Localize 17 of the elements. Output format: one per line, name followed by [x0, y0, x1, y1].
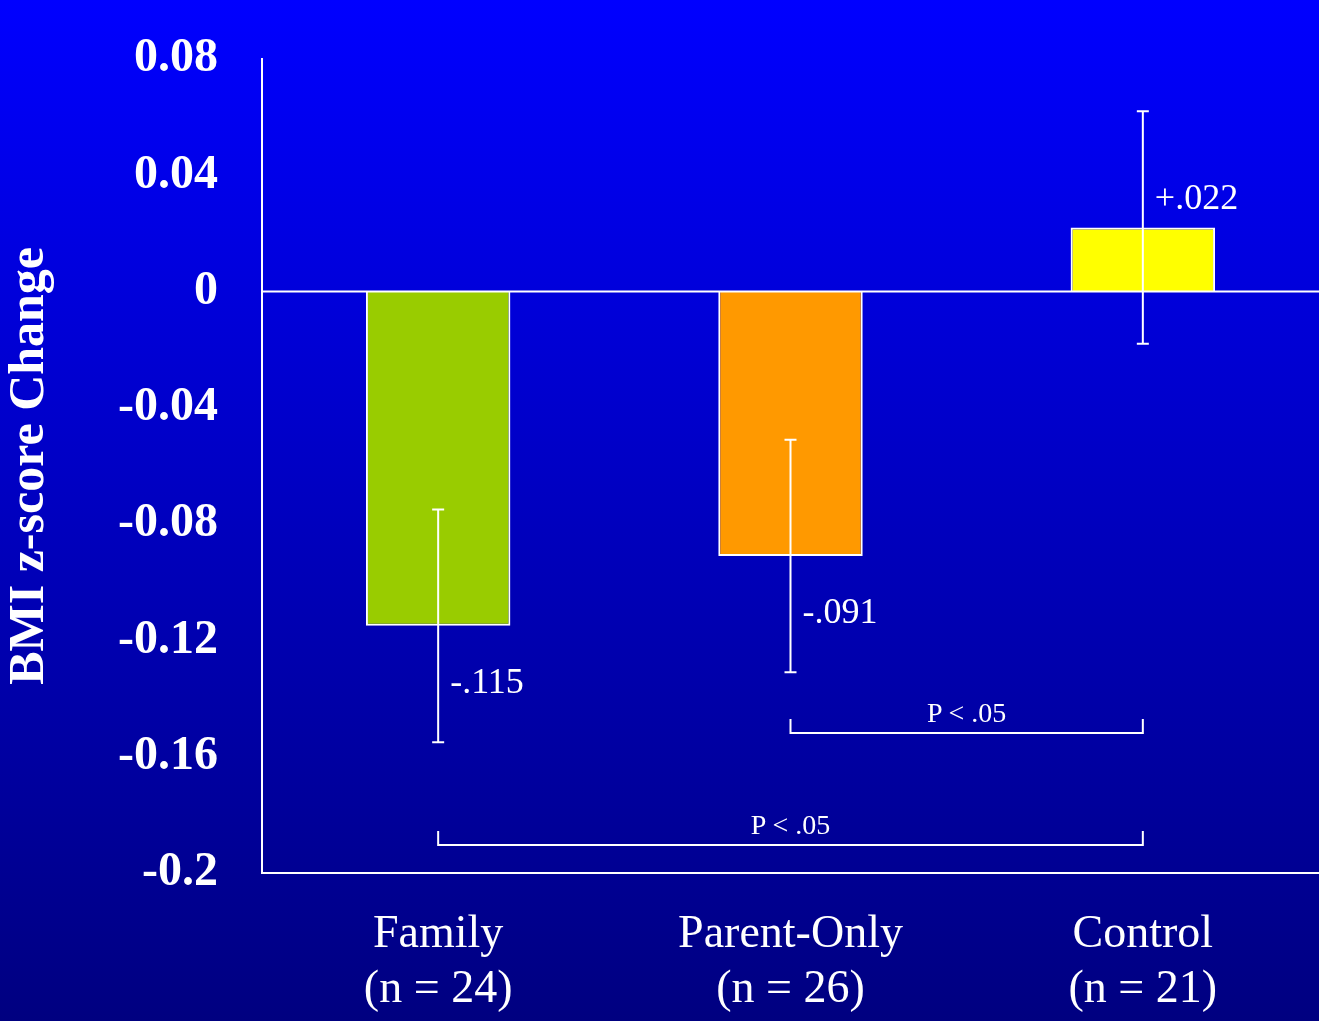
annotation: P < .05	[927, 697, 1007, 729]
y-tick-label: -0.16	[118, 726, 218, 780]
data-label: -.115	[450, 661, 524, 702]
y-tick-label: 0.04	[134, 144, 218, 198]
y-tick-label: 0.08	[134, 28, 218, 82]
data-label: +.022	[1154, 176, 1239, 217]
y-tick-label: -0.04	[118, 377, 218, 431]
annotation: P < .05	[750, 809, 831, 841]
data-label: -.091	[802, 591, 878, 632]
x-tick-label: Parent-Only (n = 26)	[678, 905, 903, 1012]
x-tick-label: Control (n = 21)	[1068, 905, 1218, 1012]
y-tick-label: -0.2	[142, 842, 218, 896]
y-axis-title: BMI z-score Change	[0, 246, 54, 685]
y-tick-label: -0.08	[118, 493, 218, 547]
y-tick-label: -0.12	[118, 609, 218, 663]
y-tick-label: 0	[194, 260, 218, 314]
x-tick-label: Family (n = 24)	[363, 905, 513, 1012]
